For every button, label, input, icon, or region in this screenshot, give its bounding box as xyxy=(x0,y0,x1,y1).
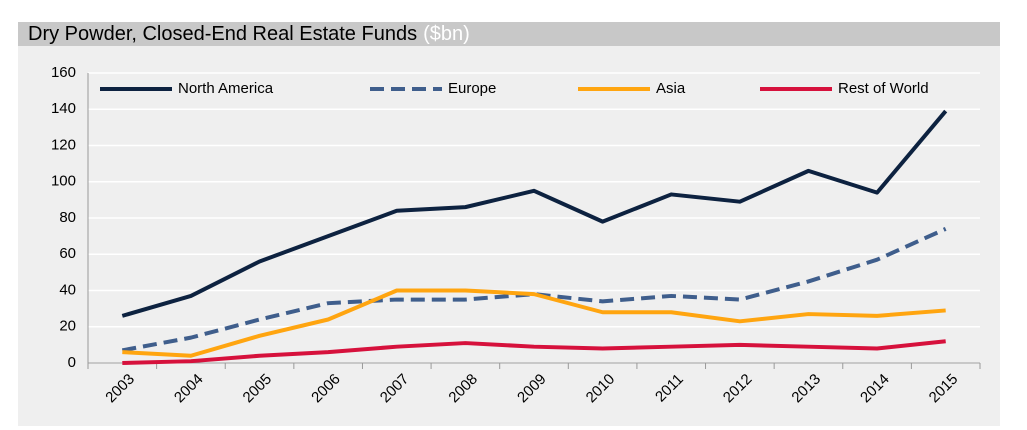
title-main: Dry Powder, Closed-End Real Estate Funds xyxy=(28,23,417,45)
y-tick-label: 140 xyxy=(51,100,76,117)
y-tick-label: 60 xyxy=(59,245,76,262)
series-line xyxy=(121,227,947,353)
legend-label: North America xyxy=(178,80,274,97)
y-tick-label: 40 xyxy=(59,281,76,298)
chart-title: Dry Powder, Closed-End Real Estate Funds… xyxy=(28,23,470,45)
title-unit: ($bn) xyxy=(423,23,470,45)
y-tick-label: 80 xyxy=(59,209,76,226)
y-tick-label: 100 xyxy=(51,173,76,190)
y-tick-label: 20 xyxy=(59,318,76,335)
y-tick-label: 120 xyxy=(51,136,76,153)
legend-label: Europe xyxy=(448,80,496,97)
series-line xyxy=(121,109,948,318)
legend-label: Asia xyxy=(656,80,686,97)
plot-panel xyxy=(18,46,1000,426)
series-line xyxy=(122,339,946,365)
y-tick-label: 160 xyxy=(51,64,76,81)
legend-label: Rest of World xyxy=(838,80,929,97)
title-bar xyxy=(18,22,1000,46)
y-tick-label: 0 xyxy=(68,354,76,371)
series-line xyxy=(122,288,946,358)
